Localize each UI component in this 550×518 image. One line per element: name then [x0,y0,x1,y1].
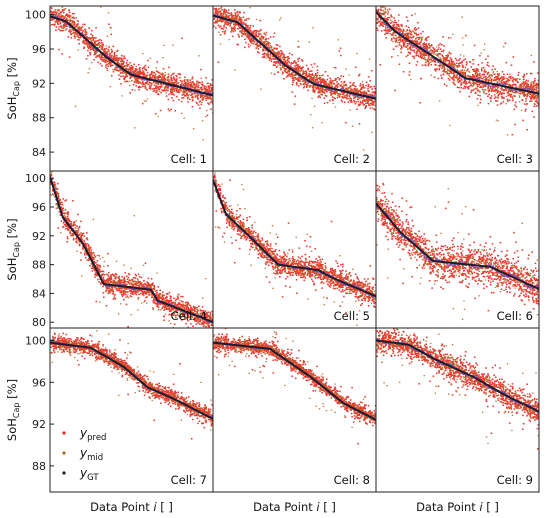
y-tick-label: 100 [25,335,46,348]
legend-label-mid: ymid [79,446,103,463]
y-tick-label: 100 [25,9,46,22]
y-tick-label: 80 [32,316,46,329]
panel-3: Cell: 3 [375,5,540,172]
panel-6: Cell: 6 [375,170,540,329]
cell-label-5: Cell: 5 [334,309,370,323]
panel-frame-5 [212,170,377,329]
legend-marker-mid [62,451,66,455]
y-tick-label: 92 [32,418,46,431]
gt-line-2 [213,14,376,100]
panel-grid: 100 96 92 88 84 Cell: 1 SoHCap [%] Cell: 2 Cell:… [5,5,540,514]
y-tick-label: 96 [32,201,46,214]
mid-line-4 [50,176,213,324]
legend-marker-gt [62,471,66,475]
pred-points-9 [376,328,539,450]
cell-label-1: Cell: 1 [171,152,207,166]
cell-label-9: Cell: 9 [497,473,533,487]
panel-7: 100 96 92 88 Cell: 7 SoHCap [%] Data Point i [… [5,327,214,514]
y-tick-label: 92 [32,230,46,243]
y-tick-label: 96 [32,43,46,56]
panel-4: 100 96 92 88 84 80 Cell: 4 SoHCap [%] [5,170,214,329]
gt-line-1 [50,15,213,97]
legend-label-gt: yGT [79,466,99,483]
gt-line-8 [213,341,376,421]
gt-line-4 [50,176,213,324]
y-tick-label: 92 [32,77,46,90]
pred-points-4 [50,173,213,328]
pred-points-8 [213,328,376,445]
cell-label-2: Cell: 2 [334,152,370,166]
gt-line-5 [213,179,376,298]
gt-line-9 [376,339,539,413]
panel-8: Cell: 8 Data Point i [ ] [212,327,377,514]
y-axis-label: SoHCap [%] [5,379,21,441]
pred-points-6 [376,182,539,312]
y-tick-label: 96 [32,376,46,389]
x-axis-label: Data Point i [ ] [416,500,499,514]
legend-marker-pred [62,431,66,435]
legend: ypred ymid yGT [62,426,106,483]
cell-label-3: Cell: 3 [497,152,533,166]
pred-points-5 [213,174,376,314]
x-axis-label: Data Point i [ ] [90,500,173,514]
panel-9: Cell: 9 Data Point i [ ] [375,327,540,514]
gt-line-6 [376,202,539,291]
y-axis-label: SoHCap [%] [5,218,21,280]
panel-frame-9 [375,327,540,493]
mid-line-3 [376,10,539,97]
y-tick-label: 88 [32,259,46,272]
pred-points-7 [50,332,213,440]
pred-points-1 [50,7,213,117]
mid-points-8 [213,331,376,429]
mid-points-9 [376,328,539,445]
mid-points-3 [376,6,539,136]
mid-line-2 [213,13,376,100]
y-axis-label: SoHCap [%] [5,57,21,119]
gt-line-3 [376,11,539,95]
x-axis-label: Data Point i [ ] [253,500,336,514]
y-tick-label: 88 [32,112,46,125]
cell-label-6: Cell: 6 [497,309,533,323]
panel-1: 100 96 92 88 84 Cell: 1 SoHCap [%] [5,5,214,172]
legend-label-pred: ypred [79,426,106,443]
y-tick-label: 84 [32,146,46,159]
y-tick-label: 100 [25,172,46,185]
panel-2: Cell: 2 [212,5,377,172]
gt-line-7 [50,341,213,420]
cell-label-8: Cell: 8 [334,473,370,487]
cell-label-4: Cell: 4 [171,309,207,323]
cell-label-7: Cell: 7 [171,473,207,487]
y-tick-label: 88 [32,460,46,473]
panel-5: Cell: 5 [212,170,377,329]
y-tick-label: 84 [32,287,46,300]
